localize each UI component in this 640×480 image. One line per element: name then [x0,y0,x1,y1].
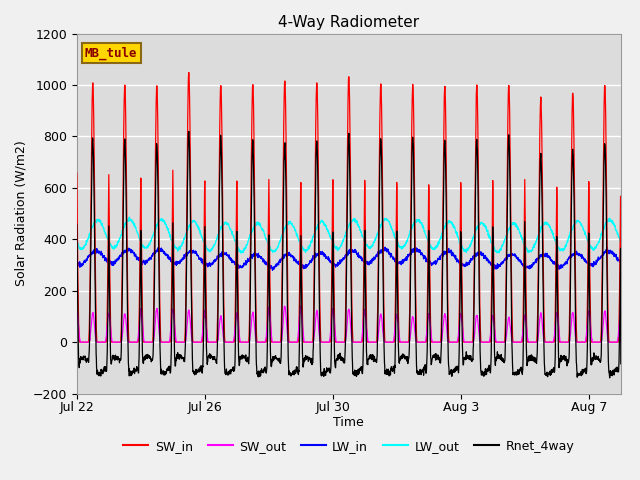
Title: 4-Way Radiometer: 4-Way Radiometer [278,15,419,30]
Text: MB_tule: MB_tule [85,46,138,60]
Y-axis label: Solar Radiation (W/m2): Solar Radiation (W/m2) [14,141,27,287]
Legend: SW_in, SW_out, LW_in, LW_out, Rnet_4way: SW_in, SW_out, LW_in, LW_out, Rnet_4way [118,434,579,457]
X-axis label: Time: Time [333,416,364,429]
